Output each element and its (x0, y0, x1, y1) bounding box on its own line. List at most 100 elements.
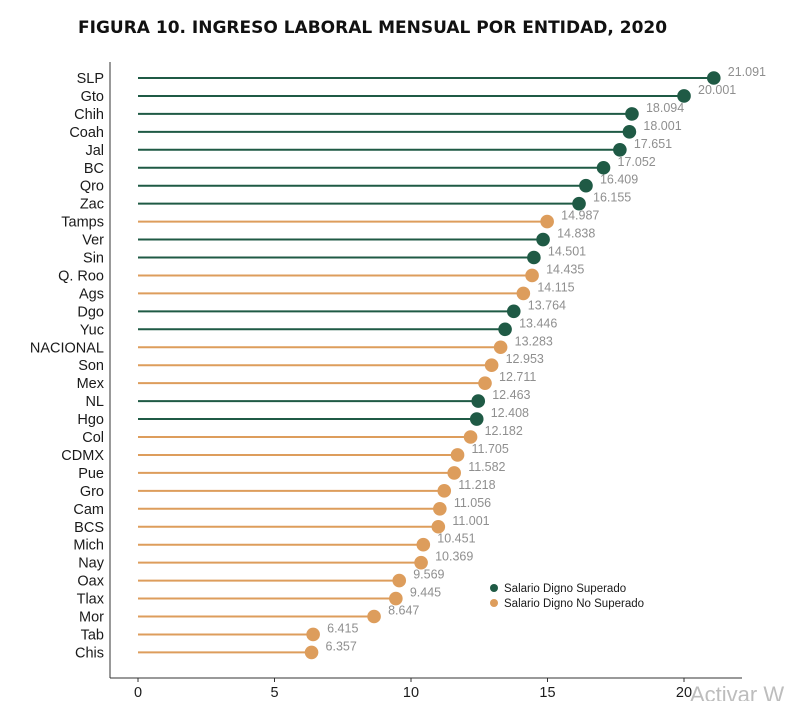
value-label: 18.001 (643, 119, 681, 133)
dot-tlax (389, 591, 403, 606)
legend-label: Salario Digno No Superado (504, 598, 644, 610)
category-label: Gto (81, 89, 104, 105)
dot-cam (433, 502, 447, 516)
value-label: 12.463 (492, 388, 530, 402)
dot-sin (527, 250, 541, 265)
x-tick-label: 5 (270, 685, 278, 701)
value-label: 13.446 (519, 316, 557, 330)
category-label: Son (78, 358, 104, 374)
dot-pue (447, 466, 461, 480)
value-label: 14.501 (548, 245, 586, 259)
value-label: 17.651 (634, 137, 672, 151)
category-label: Mor (79, 610, 104, 626)
category-label: Sin (83, 251, 104, 267)
category-label: Tab (81, 627, 104, 643)
value-label: 10.369 (435, 550, 473, 564)
value-label: 11.001 (452, 514, 489, 528)
value-label: 13.283 (515, 334, 553, 348)
dot-gro (437, 484, 452, 498)
value-label: 14.435 (546, 262, 584, 276)
dot-nl (471, 394, 486, 408)
category-label: Hgo (77, 412, 104, 428)
dot-coah (622, 125, 637, 139)
category-label: Coah (69, 125, 104, 141)
legend: Salario Digno Superado Salario Digno No S… (490, 583, 644, 610)
dot-cdmx (450, 448, 465, 462)
value-label: 14.115 (537, 280, 574, 294)
value-label: 12.711 (499, 370, 536, 384)
dot-slp (706, 71, 721, 85)
value-label: 16.155 (593, 191, 631, 205)
dot-bc (596, 160, 611, 175)
value-label: 14.987 (561, 209, 599, 223)
category-label: BCS (74, 520, 104, 536)
dot-jal (613, 143, 627, 157)
value-label: 11.705 (472, 442, 509, 456)
dot-mich (416, 537, 431, 552)
category-label: Chih (74, 107, 104, 123)
category-label: Ver (82, 233, 104, 249)
dot-zac (572, 196, 586, 211)
category-label: Qro (80, 179, 104, 195)
category-label: SLP (77, 71, 104, 87)
dot-tab (306, 627, 320, 642)
x-tick-label: 10 (403, 685, 419, 701)
legend-marker-superado (490, 584, 498, 592)
value-label: 14.838 (557, 227, 595, 241)
value-label: 11.056 (454, 496, 491, 510)
dot-chih (625, 107, 639, 121)
dot-chis (304, 645, 319, 660)
dot-ags (516, 286, 531, 301)
dot-q-roo (525, 268, 539, 283)
category-label: NACIONAL (30, 340, 104, 356)
category-label: Ags (79, 286, 104, 302)
category-label: Cam (73, 502, 104, 518)
dot-yuc (498, 322, 512, 337)
category-label: Nay (78, 556, 105, 572)
value-label: 13.764 (528, 298, 566, 312)
value-label: 21.091 (728, 65, 766, 79)
dot-oax (392, 573, 407, 588)
value-label: 11.218 (458, 478, 495, 492)
watermark-text: Activar W (690, 682, 784, 701)
value-label: 10.451 (437, 532, 475, 546)
dot-qro (579, 178, 593, 193)
value-label: 6.415 (327, 621, 358, 635)
category-label: NL (85, 394, 104, 410)
stems-layer (138, 77, 714, 654)
category-label: Oax (77, 574, 104, 590)
category-label: Chis (75, 645, 104, 661)
dot-dgo (506, 304, 521, 319)
value-label: 18.094 (646, 101, 684, 115)
category-label: Gro (80, 484, 104, 500)
category-label: Q. Roo (58, 268, 104, 284)
value-label: 6.357 (326, 639, 357, 653)
value-label: 12.182 (485, 424, 523, 438)
dot-nacional (493, 340, 508, 355)
dots-layer (304, 71, 721, 660)
x-tick-label: 20 (676, 685, 692, 701)
labels-layer: 21.091 SLP 20.001 Gto 18.094 Chih 18.001 Coah 17… (30, 65, 766, 661)
x-tick-label: 15 (539, 685, 555, 701)
category-label: BC (84, 161, 104, 177)
category-label: Jal (85, 143, 104, 159)
value-label: 17.052 (618, 155, 656, 169)
dot-gto (677, 89, 691, 103)
category-label: Mich (73, 538, 104, 554)
dot-son (484, 358, 499, 373)
dot-bcs (431, 519, 446, 534)
category-label: Pue (78, 466, 104, 482)
category-label: Col (82, 430, 104, 446)
category-label: CDMX (61, 448, 104, 464)
dot-tamps (540, 214, 554, 229)
axes-layer: 0 5 10 15 20 (109, 62, 742, 701)
legend-label: Salario Digno Superado (504, 583, 626, 595)
category-label: Mex (77, 376, 105, 392)
value-label: 8.647 (388, 604, 419, 618)
value-label: 12.953 (506, 352, 544, 366)
value-label: 12.408 (491, 406, 529, 420)
value-label: 20.001 (698, 83, 736, 97)
value-label: 9.569 (413, 568, 444, 582)
legend-marker-no-superado (490, 599, 498, 607)
